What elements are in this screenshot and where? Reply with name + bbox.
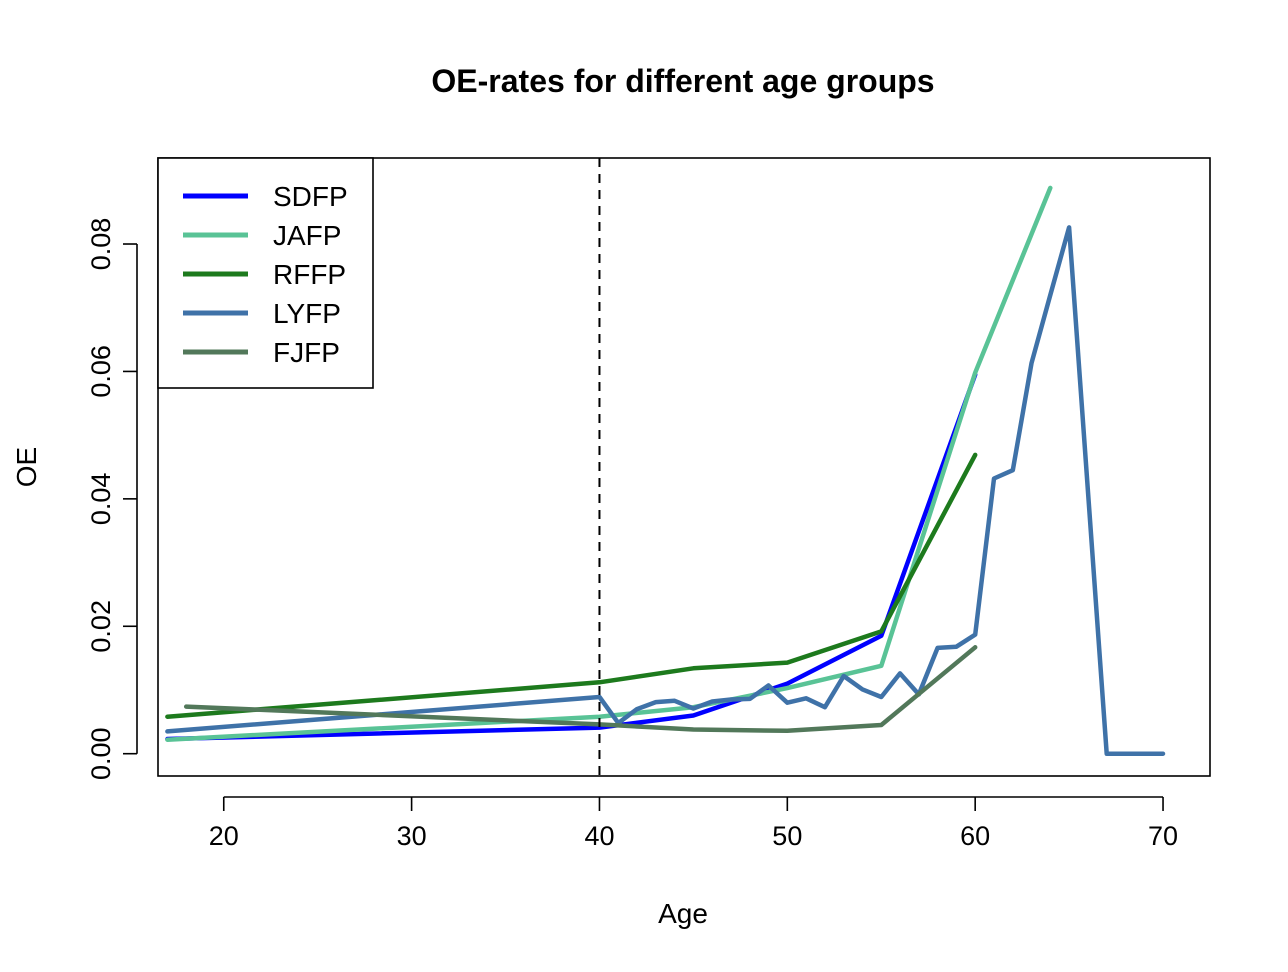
x-tick-label: 20 bbox=[209, 821, 239, 851]
legend-label-sdfp: SDFP bbox=[273, 181, 348, 212]
legend-label-jafp: JAFP bbox=[273, 220, 341, 251]
x-axis: 20 30 40 50 60 70 bbox=[209, 796, 1178, 851]
y-tick-label: 0.02 bbox=[86, 600, 116, 653]
x-tick-label: 50 bbox=[772, 821, 802, 851]
x-tick-label: 40 bbox=[584, 821, 614, 851]
x-tick-label: 30 bbox=[397, 821, 427, 851]
series-line-rffp bbox=[165, 452, 978, 719]
y-axis: 0.00 0.02 0.04 0.06 0.08 bbox=[86, 218, 138, 780]
y-tick-label: 0.04 bbox=[86, 473, 116, 526]
legend-label-rffp: RFFP bbox=[273, 259, 346, 290]
series-line-jafp bbox=[165, 185, 1053, 742]
plot-area bbox=[165, 158, 1166, 776]
x-tick-label: 60 bbox=[960, 821, 990, 851]
plot-frame bbox=[157, 157, 1211, 777]
y-tick-label: 0.06 bbox=[86, 345, 116, 398]
legend-label-fjfp: FJFP bbox=[273, 337, 340, 368]
x-axis-label: Age bbox=[658, 898, 708, 929]
y-tick-label: 0.00 bbox=[86, 727, 116, 780]
y-tick-label: 0.08 bbox=[86, 218, 116, 271]
x-tick-label: 70 bbox=[1148, 821, 1178, 851]
legend-label-lyfp: LYFP bbox=[273, 298, 341, 329]
y-axis-label: OE bbox=[11, 447, 42, 487]
chart-title: OE-rates for different age groups bbox=[431, 63, 934, 99]
series-line-fjfp bbox=[183, 645, 978, 734]
legend: SDFP JAFP RFFP LYFP FJFP bbox=[157, 157, 374, 389]
series-line-lyfp bbox=[165, 225, 1166, 756]
